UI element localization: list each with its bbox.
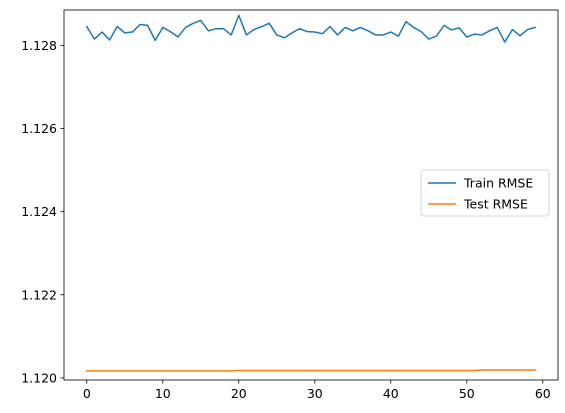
legend-label-test-rmse: Test RMSE xyxy=(463,197,528,212)
x-tick-label: 10 xyxy=(155,386,171,401)
y-axis: 1.120 1.122 1.124 1.126 1.128 xyxy=(21,38,64,385)
x-tick-label: 0 xyxy=(83,386,91,401)
series-line-test-rmse xyxy=(86,369,536,372)
x-axis: 0 10 20 30 40 50 60 xyxy=(83,380,551,401)
y-tick-label: 1.128 xyxy=(21,38,57,53)
legend-label-train-rmse: Train RMSE xyxy=(463,176,533,191)
plot-area xyxy=(63,9,559,381)
y-tick-label: 1.124 xyxy=(21,204,57,219)
x-tick-label: 30 xyxy=(307,386,323,401)
legend: Train RMSE Test RMSE xyxy=(420,169,550,217)
x-tick-label: 60 xyxy=(535,386,551,401)
x-tick-label: 20 xyxy=(231,386,247,401)
series-line-train-rmse xyxy=(85,14,537,43)
x-tick-label: 40 xyxy=(383,386,399,401)
axes-frame xyxy=(63,9,559,381)
y-tick-label: 1.126 xyxy=(21,121,57,136)
x-tick-label: 50 xyxy=(459,386,475,401)
y-tick-label: 1.120 xyxy=(21,370,57,385)
y-tick-label: 1.122 xyxy=(21,287,57,302)
